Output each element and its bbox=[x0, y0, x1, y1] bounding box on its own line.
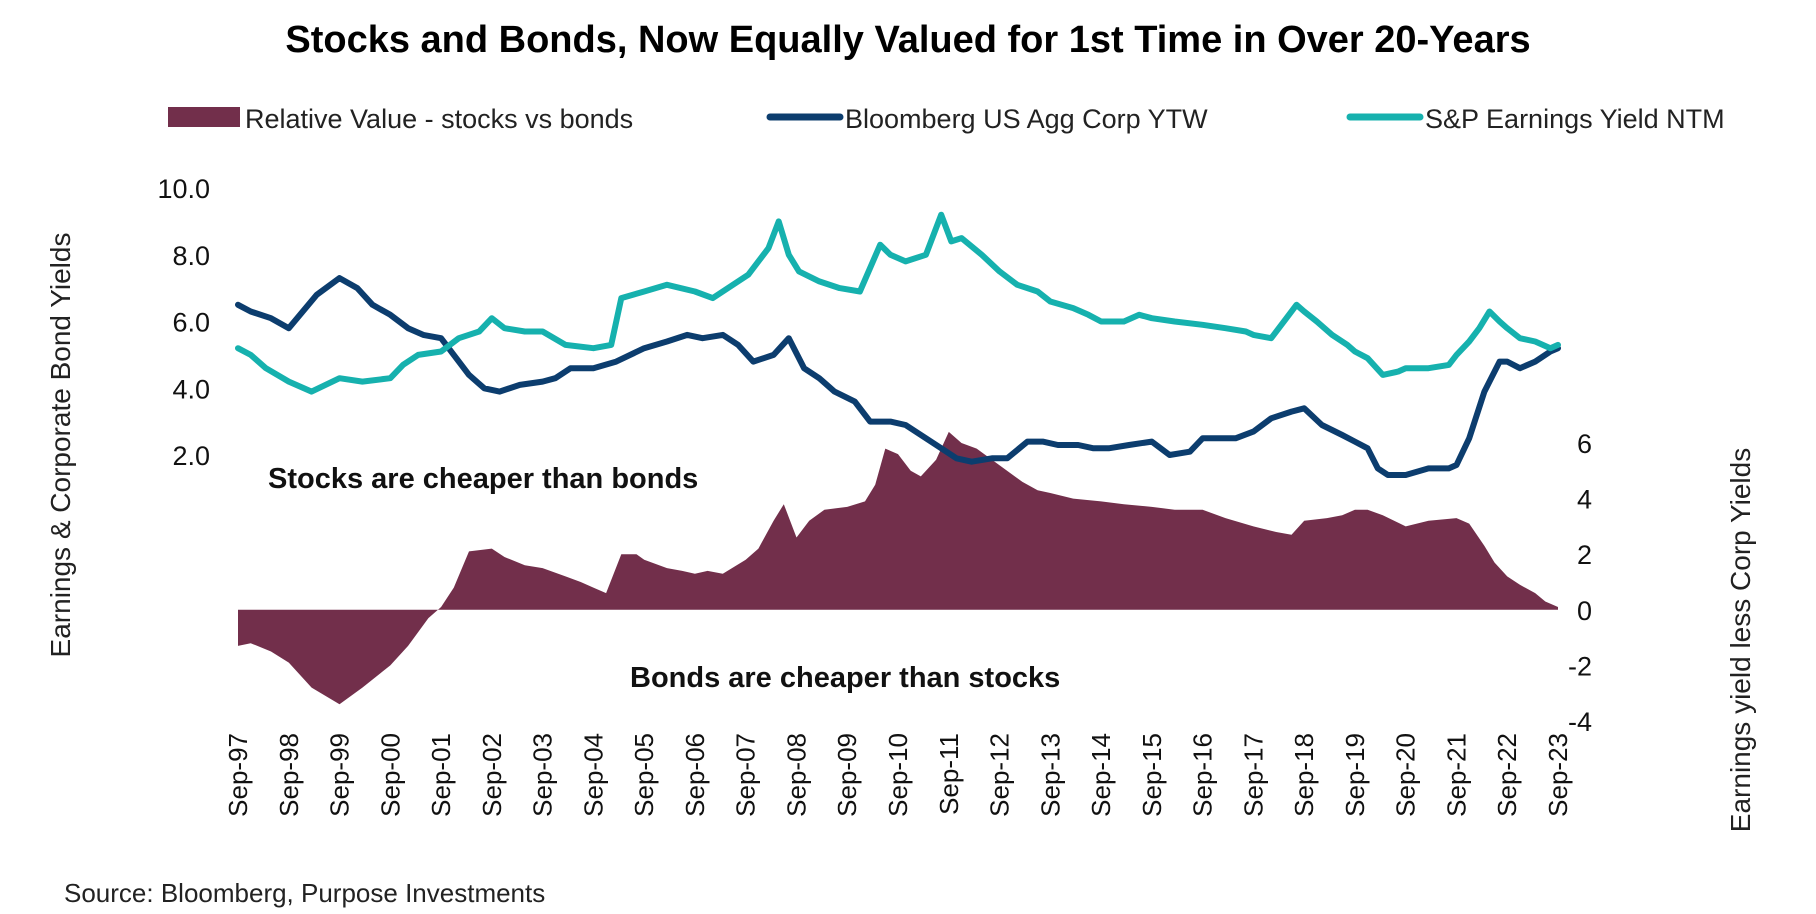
series-area-relative-value bbox=[238, 431, 1558, 705]
x-tick-label: Sep-06 bbox=[680, 733, 710, 817]
x-tick-label: Sep-08 bbox=[782, 733, 812, 817]
left-tick-label: 10.0 bbox=[157, 174, 210, 204]
x-tick-label: Sep-22 bbox=[1492, 733, 1522, 817]
x-tick-label: Sep-05 bbox=[629, 733, 659, 817]
x-tick-label: Sep-17 bbox=[1238, 733, 1268, 817]
source-note: Source: Bloomberg, Purpose Investments bbox=[64, 878, 545, 908]
right-tick-label: 4 bbox=[1577, 485, 1592, 515]
series-group-lines bbox=[235, 211, 1561, 478]
right-axis-label: Earnings yield less Corp Yields bbox=[1725, 448, 1756, 832]
right-axis-ticks: 6 4 2 0 -2 -4 bbox=[1568, 429, 1592, 737]
x-tick-label: Sep-09 bbox=[832, 733, 862, 817]
x-tick-label: Sep-99 bbox=[325, 733, 355, 817]
x-tick-label: Sep-12 bbox=[985, 733, 1015, 817]
x-tick-label: Sep-07 bbox=[731, 733, 761, 817]
x-axis-ticks: Sep-97 Sep-98 Sep-99 Sep-00 Sep-01 Sep-02 Sep-… bbox=[223, 733, 1573, 817]
x-tick-label: Sep-18 bbox=[1289, 733, 1319, 817]
x-tick-label: Sep-21 bbox=[1442, 733, 1472, 817]
left-tick-label: 6.0 bbox=[172, 308, 210, 338]
x-tick-label: Sep-00 bbox=[375, 733, 405, 817]
annotation-bonds-cheaper: Bonds are cheaper than stocks bbox=[630, 662, 1060, 694]
x-tick-label: Sep-04 bbox=[578, 733, 608, 817]
x-tick-label: Sep-11 bbox=[934, 733, 964, 815]
x-tick-label: Sep-16 bbox=[1188, 733, 1218, 817]
left-tick-label: 2.0 bbox=[172, 441, 210, 471]
legend-swatch-relative-value bbox=[168, 107, 240, 127]
series-line-bloomberg-us-agg-corp-ytw bbox=[235, 275, 1561, 478]
right-tick-label: 2 bbox=[1577, 540, 1592, 570]
annotation-stocks-cheaper: Stocks are cheaper than bonds bbox=[268, 463, 698, 495]
legend-label-corp-ytw: Bloomberg US Agg Corp YTW bbox=[845, 104, 1208, 134]
series-group-relative-value bbox=[238, 431, 1558, 705]
series-line-s-p-earnings-yield-ntm bbox=[235, 211, 1561, 395]
chart-title: Stocks and Bonds, Now Equally Valued for… bbox=[285, 19, 1530, 61]
right-tick-label: 6 bbox=[1577, 429, 1592, 459]
legend-label-earnings-yield: S&P Earnings Yield NTM bbox=[1425, 104, 1725, 134]
x-tick-label: Sep-13 bbox=[1035, 733, 1065, 817]
x-tick-label: Sep-02 bbox=[477, 733, 507, 817]
x-tick-label: Sep-23 bbox=[1543, 733, 1573, 817]
left-tick-label: 4.0 bbox=[172, 374, 210, 404]
x-tick-label: Sep-03 bbox=[528, 733, 558, 817]
right-tick-label: -4 bbox=[1568, 707, 1592, 737]
left-tick-label: 8.0 bbox=[172, 241, 210, 271]
x-tick-label: Sep-10 bbox=[883, 733, 913, 817]
annotation-backdrop bbox=[262, 462, 802, 492]
x-tick-label: Sep-98 bbox=[274, 733, 304, 817]
left-axis-label: Earnings & Corporate Bond Yields bbox=[45, 233, 76, 658]
legend-label-relative-value: Relative Value - stocks vs bonds bbox=[245, 104, 633, 134]
right-tick-label: -2 bbox=[1568, 651, 1592, 681]
x-tick-label: Sep-14 bbox=[1086, 733, 1116, 817]
x-tick-label: Sep-19 bbox=[1340, 733, 1370, 817]
left-axis-ticks: 10.0 8.0 6.0 4.0 2.0 bbox=[157, 174, 210, 471]
x-tick-label: Sep-97 bbox=[223, 733, 253, 817]
x-tick-label: Sep-15 bbox=[1137, 733, 1167, 817]
x-tick-label: Sep-20 bbox=[1391, 733, 1421, 817]
x-tick-label: Sep-01 bbox=[426, 733, 456, 817]
right-tick-label: 0 bbox=[1577, 596, 1592, 626]
